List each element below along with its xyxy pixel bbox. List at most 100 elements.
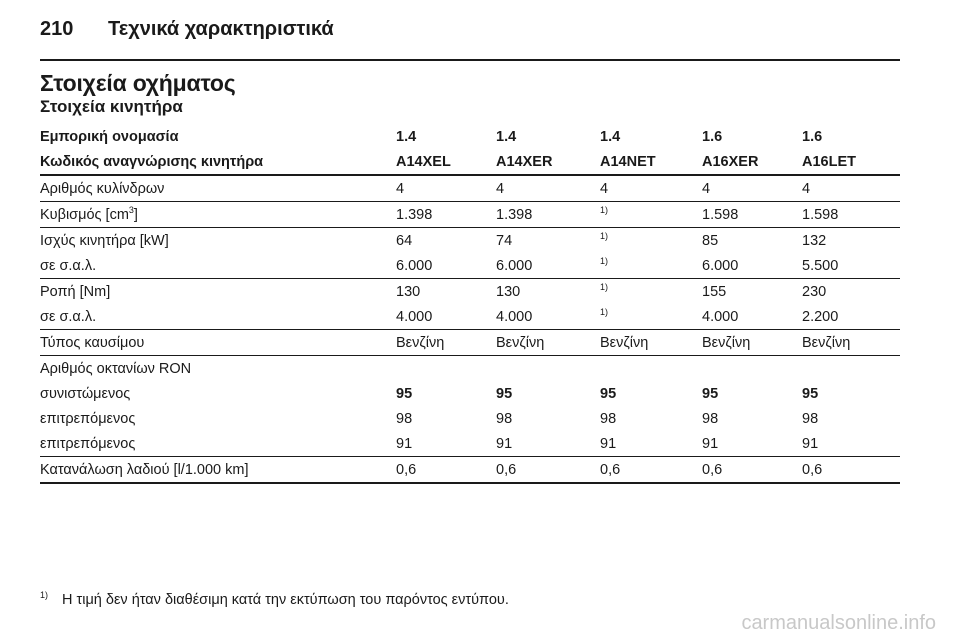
table-cell: 0,6	[802, 456, 900, 484]
table-cell: Βενζίνη	[396, 329, 496, 356]
table-cell: Βενζίνη	[600, 329, 702, 356]
header-cell: A14XER	[496, 149, 600, 176]
row-label: επιτρεπόμενος	[40, 431, 396, 457]
table-cell: 1)	[600, 201, 702, 228]
table-cell: 98	[496, 410, 513, 427]
table-cell: Βενζίνη	[702, 329, 802, 356]
engine-spec-table: Εμπορική ονομασία 1.4 1.4 1.4 1.6 1.6 Κω…	[40, 124, 900, 484]
table-row: επιτρεπόμενος 91 91 91 91 91	[40, 431, 900, 457]
table-cell: 64	[396, 232, 413, 249]
table-cell: 98	[396, 410, 413, 427]
table-cell	[702, 356, 802, 382]
table-cell: 1.598	[802, 201, 900, 228]
table-row: Ισχύς κινητήρα [kW] 64 74 1) 85 132	[40, 228, 900, 254]
table-cell: 95	[600, 385, 617, 402]
table-cell: 4	[600, 175, 702, 202]
table-cell: 85	[702, 232, 719, 249]
row-label: Κυβισμός [cm3]	[40, 201, 396, 228]
table-cell: 6.000	[496, 253, 600, 279]
row-label: Αριθμός οκτανίων RON	[40, 360, 192, 377]
footnote-mark: 1)	[40, 590, 49, 600]
page-header: 210 Τεχνικά χαρακτηριστικά	[40, 18, 334, 41]
table-cell: 1.398	[496, 201, 600, 228]
header-cell: 1.4	[496, 128, 517, 145]
row-label: Τύπος καυσίμου	[40, 329, 396, 356]
table-cell: 4.000	[496, 304, 600, 330]
header-cell: A14XEL	[396, 149, 496, 176]
row-label-text: Κυβισμός [cm	[40, 206, 129, 223]
table-row: συνιστώμενος 95 95 95 95 95	[40, 381, 900, 406]
table-cell: 95	[702, 385, 719, 402]
footnote-ref: 1)	[600, 204, 609, 215]
table-cell: 91	[702, 431, 802, 457]
watermark: carmanualsonline.info	[741, 612, 936, 634]
table-cell: 6.000	[396, 253, 496, 279]
row-label: Ισχύς κινητήρα [kW]	[40, 232, 169, 249]
table-cell: Βενζίνη	[496, 329, 600, 356]
page-title: Στοιχεία οχήματος	[40, 70, 236, 96]
table-cell: 4.000	[702, 304, 802, 330]
table-cell	[600, 356, 702, 382]
footnote-ref: 1)	[600, 281, 609, 292]
table-cell: 91	[496, 431, 600, 457]
table-cell	[396, 356, 496, 382]
row-label: επιτρεπόμενος	[40, 410, 136, 427]
table-cell: 98	[600, 410, 617, 427]
header-rule	[40, 59, 900, 61]
table-row: σε σ.α.λ. 4.000 4.000 1) 4.000 2.200	[40, 304, 900, 330]
page-subtitle: Στοιχεία κινητήρα	[40, 97, 183, 116]
footnote-ref: 1)	[600, 230, 609, 241]
table-cell: 0,6	[600, 456, 702, 484]
header-cell: Κωδικός αναγνώρισης κινητήρα	[40, 149, 396, 176]
table-cell: 4	[802, 175, 900, 202]
table-cell	[802, 356, 900, 382]
table-row: Κατανάλωση λαδιού [l/1.000 km] 0,6 0,6 0…	[40, 456, 900, 484]
table-cell: 132	[802, 232, 827, 249]
table-cell: 230	[802, 283, 827, 300]
row-label: σε σ.α.λ.	[40, 253, 396, 279]
header-cell: A16LET	[802, 149, 900, 176]
table-cell: 91	[396, 431, 496, 457]
header-cell: A16XER	[702, 149, 802, 176]
table-row: Τύπος καυσίμου Βενζίνη Βενζίνη Βενζίνη Β…	[40, 329, 900, 356]
table-cell: 6.000	[702, 253, 802, 279]
table-cell: 95	[396, 385, 413, 402]
table-header-row: Εμπορική ονομασία 1.4 1.4 1.4 1.6 1.6	[40, 124, 900, 149]
table-cell: 130	[396, 283, 421, 300]
table-cell: 1.398	[396, 201, 496, 228]
table-row: επιτρεπόμενος 98 98 98 98 98	[40, 406, 900, 431]
row-label: συνιστώμενος	[40, 385, 131, 402]
row-label: σε σ.α.λ.	[40, 304, 396, 330]
header-cell: 1.4	[600, 128, 621, 145]
page-number: 210	[40, 18, 74, 40]
table-cell: 4	[496, 175, 600, 202]
table-cell: 95	[496, 385, 513, 402]
table-cell: 74	[496, 232, 513, 249]
table-row: σε σ.α.λ. 6.000 6.000 1) 6.000 5.500	[40, 253, 900, 279]
footnote: 1) Η τιμή δεν ήταν διαθέσιμη κατά την εκτ…	[40, 590, 509, 608]
table-cell: 91	[600, 431, 702, 457]
table-cell: 98	[802, 410, 819, 427]
footnote-ref: 1)	[600, 255, 609, 266]
table-cell: 0,6	[396, 456, 496, 484]
table-row: Αριθμός οκτανίων RON	[40, 356, 900, 382]
row-label-suffix: ]	[133, 206, 138, 223]
table-cell: Βενζίνη	[802, 329, 900, 356]
table-cell: 0,6	[496, 456, 600, 484]
footnote-text: Η τιμή δεν ήταν διαθέσιμη κατά την εκτύπ…	[62, 592, 509, 608]
table-cell: 1)	[600, 279, 702, 305]
table-cell: 4.000	[396, 304, 496, 330]
row-label: Αριθμός κυλίνδρων	[40, 175, 396, 202]
table-cell: 0,6	[702, 456, 802, 484]
table-cell: 1)	[600, 228, 702, 254]
header-cell: 1.6	[802, 128, 823, 145]
table-cell: 1.598	[702, 201, 802, 228]
table-cell: 4	[702, 175, 802, 202]
header-cell: 1.4	[396, 128, 417, 145]
table-cell: 95	[802, 385, 819, 402]
header-cell: A14NET	[600, 149, 702, 176]
row-label: Ροπή [Nm]	[40, 283, 111, 300]
table-cell: 130	[496, 283, 521, 300]
header-cell: Εμπορική ονομασία	[40, 128, 179, 145]
footnote-ref: 1)	[600, 306, 609, 317]
